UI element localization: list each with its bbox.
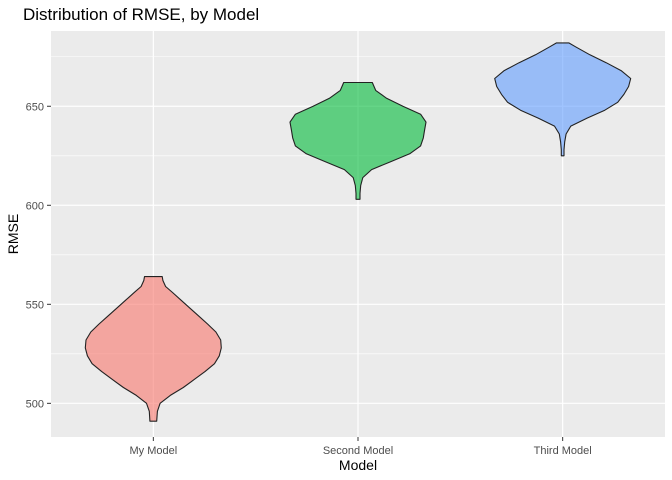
chart-title: Distribution of RMSE, by Model [23, 5, 259, 24]
y-tick-label: 500 [26, 398, 44, 410]
x-tick-label: My Model [129, 445, 177, 457]
x-axis-title: Model [339, 457, 377, 473]
y-tick-label: 650 [26, 101, 44, 113]
violins [84, 42, 632, 422]
x-tick-label: Second Model [323, 445, 393, 457]
violin-second-model [289, 81, 427, 200]
y-axis-title: RMSE [5, 214, 21, 254]
x-tick-label: Third Model [534, 445, 592, 457]
violin-my-model [84, 276, 222, 422]
axis-ticks: 500 550 600 650 My Model Second Model Third Mo… [26, 101, 592, 457]
violin-third-model [494, 42, 632, 157]
y-tick-label: 600 [26, 200, 44, 212]
y-tick-label: 550 [26, 299, 44, 311]
